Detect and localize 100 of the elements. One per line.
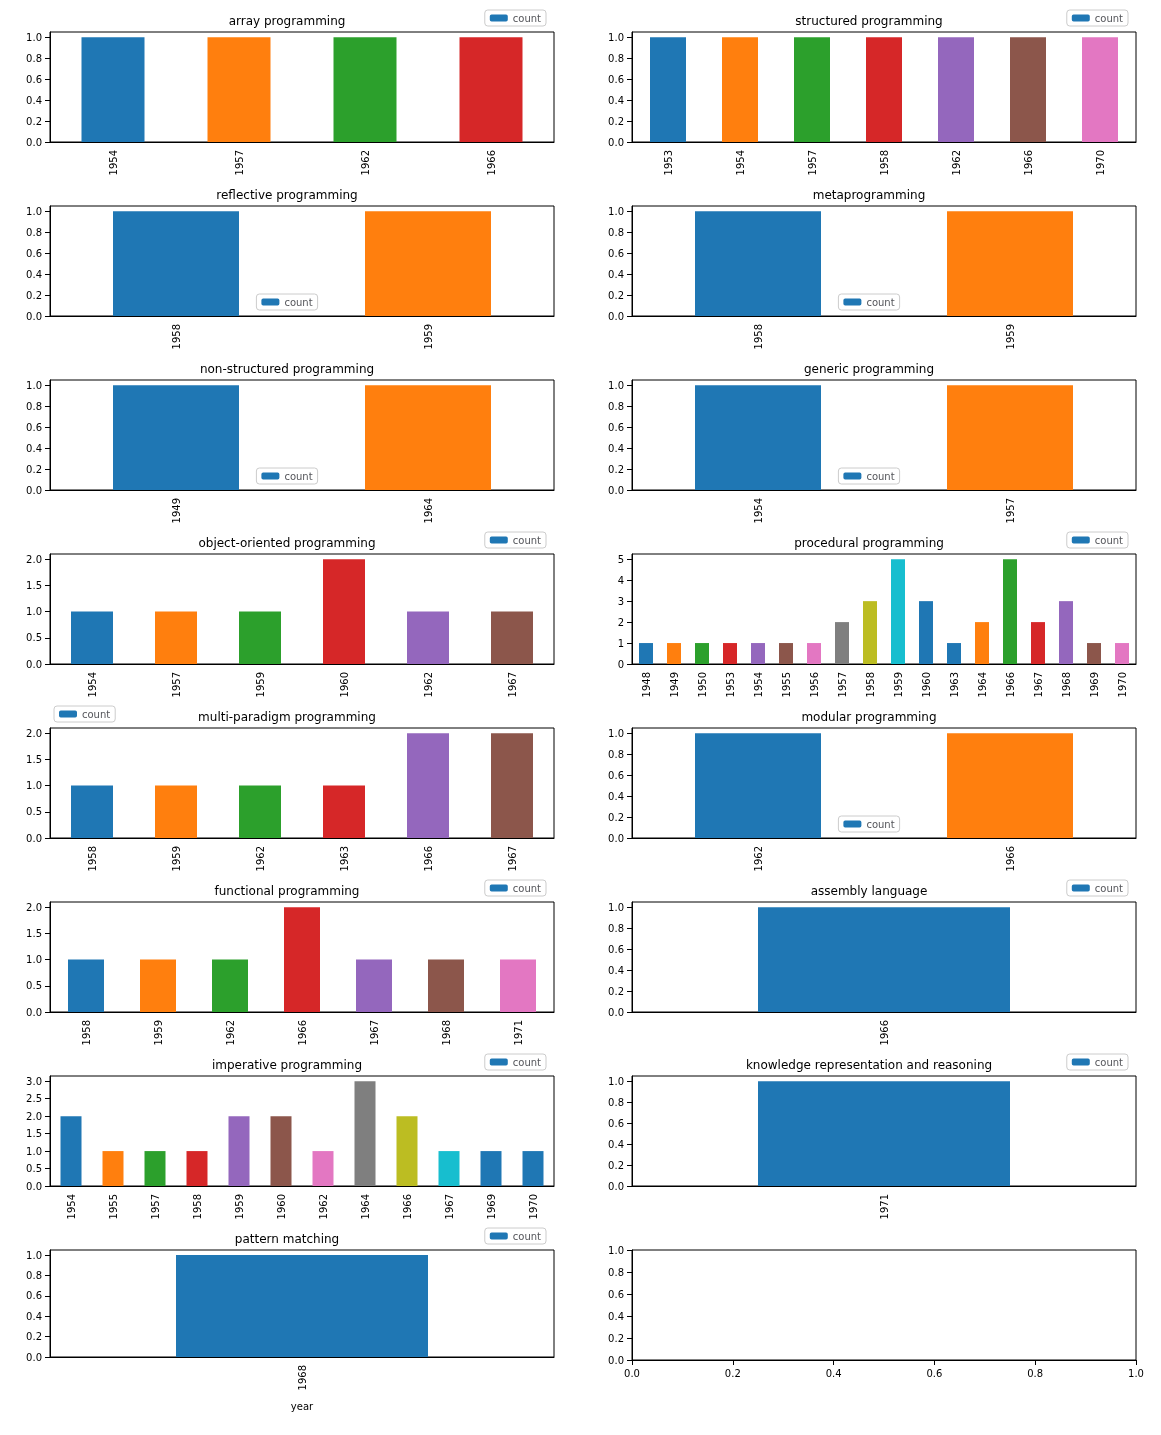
bar: [354, 1081, 376, 1186]
y-tick-label: 0.0: [26, 310, 42, 322]
y-tick-label: 0.2: [608, 463, 624, 475]
x-tick-label: 0.2: [724, 1367, 741, 1379]
x-tick-label: 1956: [808, 672, 820, 698]
x-tick-label: 1953: [724, 672, 736, 698]
legend-label: count: [1094, 1056, 1124, 1068]
bar: [1059, 601, 1073, 664]
x-tick-label: 1967: [443, 1194, 455, 1220]
legend-label: count: [866, 296, 895, 308]
bar: [1115, 643, 1129, 664]
y-tick-label: 0.8: [608, 1266, 624, 1278]
legend-label: count: [512, 534, 542, 546]
bar: [480, 1151, 502, 1186]
bar: [186, 1151, 208, 1186]
legend-label: count: [512, 882, 542, 894]
y-tick-label: 0.4: [608, 1138, 624, 1150]
bar: [144, 1151, 166, 1186]
y-tick-label: 0.0: [608, 484, 624, 496]
y-tick-label: 0.0: [608, 1354, 624, 1366]
x-tick-label: 1958: [86, 846, 98, 872]
y-tick-label: 0.2: [608, 811, 624, 823]
y-tick-label: 1.0: [26, 1249, 42, 1261]
y-tick-label: 0.8: [608, 1096, 624, 1108]
bar: [751, 643, 765, 664]
x-tick-label: 1954: [752, 498, 764, 524]
legend-label: count: [284, 470, 313, 482]
y-tick-label: 0.5: [26, 980, 42, 992]
bar: [639, 643, 653, 664]
x-tick-label: 1963: [948, 672, 960, 698]
x-tick-label: 1971: [512, 1020, 524, 1046]
x-tick-label: 1955: [780, 672, 792, 698]
x-tick-label: 1957: [836, 672, 848, 698]
y-tick-label: 0.6: [26, 73, 42, 85]
x-tick-label: 1970: [527, 1194, 539, 1220]
y-tick-label: 2.0: [26, 901, 42, 913]
y-tick-label: 0.0: [608, 136, 624, 148]
y-tick-label: 3: [617, 595, 624, 607]
chart-title: structured programming: [795, 14, 943, 28]
x-tick-label: 1962: [254, 846, 266, 872]
y-tick-label: 0.2: [608, 1159, 624, 1171]
y-tick-label: 0.2: [26, 289, 42, 301]
bar: [863, 601, 877, 664]
bar: [1087, 643, 1101, 664]
y-tick-label: 0.2: [608, 115, 624, 127]
x-tick-label: 1966: [1022, 150, 1034, 176]
y-tick-label: 0.5: [26, 1163, 42, 1175]
x-tick-label: 1958: [752, 324, 764, 350]
bar: [1003, 559, 1017, 664]
y-tick-label: 0.8: [26, 52, 42, 64]
bar: [947, 643, 961, 664]
y-tick-label: 1.5: [26, 753, 42, 765]
legend-label: count: [866, 470, 895, 482]
x-tick-label: 1970: [1094, 150, 1106, 176]
x-tick-label: 1950: [696, 672, 708, 698]
chart-title: knowledge representation and reasoning: [745, 1058, 993, 1072]
y-tick-label: 0.4: [26, 1310, 42, 1322]
x-tick-label: 1970: [1116, 672, 1128, 698]
y-tick-label: 0.6: [608, 421, 624, 433]
chart-title: pattern matching: [234, 1232, 340, 1246]
x-tick-label: 0.8: [1027, 1367, 1044, 1379]
x-tick-label: 1966: [296, 1020, 308, 1046]
x-tick-label: 1954: [86, 672, 98, 698]
y-tick-label: 0.4: [26, 442, 42, 454]
y-tick-label: 1.0: [26, 954, 42, 966]
bar: [270, 1116, 292, 1186]
y-tick-label: 3.0: [26, 1075, 42, 1087]
x-tick-label: 1949: [170, 498, 182, 524]
y-tick-label: 1.0: [608, 1075, 624, 1087]
y-tick-label: 0.8: [26, 400, 42, 412]
x-tick-label: 1957: [170, 672, 182, 698]
y-tick-label: 0.0: [26, 1006, 42, 1018]
x-tick-label: 1966: [878, 1020, 890, 1046]
x-tick-label: 1963: [338, 846, 350, 872]
x-tick-label: 1962: [359, 150, 371, 176]
x-tick-label: 1967: [1032, 672, 1044, 698]
bar: [807, 643, 821, 664]
y-tick-label: 5: [617, 553, 624, 565]
y-tick-label: 0.0: [26, 136, 42, 148]
y-tick-label: 0.8: [608, 400, 624, 412]
x-tick-label: 1959: [170, 846, 182, 872]
x-tick-label: 1957: [1004, 498, 1016, 524]
y-tick-label: 0.0: [608, 1180, 624, 1192]
bar: [891, 559, 905, 664]
y-tick-label: 0.8: [608, 748, 624, 760]
chart-title: object-oriented programming: [198, 536, 376, 550]
y-tick-label: 0.4: [608, 442, 624, 454]
bar: [723, 643, 737, 664]
y-tick-label: 1.0: [608, 205, 624, 217]
y-tick-label: 0.6: [608, 73, 624, 85]
x-tick-label: 1967: [368, 1020, 380, 1046]
chart-title: modular programming: [801, 710, 937, 724]
x-tick-label: 0.4: [825, 1367, 842, 1379]
bar: [919, 601, 933, 664]
legend-label: count: [1094, 882, 1124, 894]
y-tick-label: 0.6: [608, 1288, 624, 1300]
y-tick-label: 2.0: [26, 1110, 42, 1122]
bar: [102, 1151, 124, 1186]
x-tick-label: 1958: [191, 1194, 203, 1220]
legend-label: count: [512, 1230, 542, 1242]
